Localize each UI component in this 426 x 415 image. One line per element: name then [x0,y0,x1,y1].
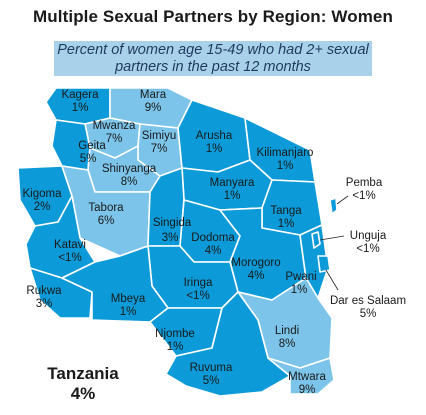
label-iringa-name: Iringa [184,277,213,289]
label-kilimanjaro-name: Kilimanjaro [257,147,314,159]
label-mbeya-name: Mbeya [111,293,146,305]
label-unguja-value: <1% [356,243,379,255]
label-iringa-value: <1% [186,290,209,302]
label-morogoro-name: Morogoro [231,257,280,269]
label-njombe-name: Njombe [155,328,195,340]
label-pwani-name: Pwani [285,271,316,283]
country-name: Tanzania [47,364,119,383]
label-morogoro-value: 4% [248,270,265,282]
label-kagera-name: Kagera [61,89,99,101]
label-kilimanjaro-value: 1% [277,160,294,172]
label-arusha-value: 1% [206,143,223,155]
label-mwanza-value: 7% [106,133,123,145]
label-mara-name: Mara [140,89,167,101]
label-kigoma-value: 2% [34,201,51,213]
label-simiyu-value: 7% [151,143,168,155]
label-dodoma-value: 4% [205,245,222,257]
label-kigoma-name: Kigoma [23,188,63,200]
region-dar-es-salaam [317,255,331,273]
label-ruvuma-value: 5% [203,375,220,387]
unguja-leader-line [319,235,345,241]
label-mtwara-value: 9% [299,384,316,396]
label-geita-value: 5% [80,153,97,165]
label-singida-value: 3% [162,232,179,244]
label-mbeya-value: 1% [120,306,137,318]
label-kagera-value: 1% [72,102,89,114]
label-pemba-name: Pemba [346,177,383,189]
label-rukwa-value: 3% [36,298,53,310]
map-title: Multiple Sexual Partners by Region: Wome… [33,7,393,26]
label-lindi-value: 8% [279,338,296,350]
region-pwani [299,224,329,299]
label-shinyanga-name: Shinyanga [102,163,157,175]
label-arusha-name: Arusha [196,130,233,142]
label-katavi-name: Katavi [54,239,86,251]
subtitle-line-2: partners in the past 12 months [115,59,311,75]
label-njombe-value: 1% [167,341,184,353]
label-pwani-value: 1% [291,284,308,296]
label-dar-es-salaam-value: 5% [360,308,377,320]
region-pemba [329,197,338,215]
region-unguja [311,231,321,249]
label-tabora-value: 6% [98,215,115,227]
label-pemba-value: <1% [352,190,375,202]
subtitle-highlight [54,41,372,76]
label-dar-es-salaam-name: Dar es Salaam [330,295,406,307]
label-shinyanga-value: 8% [121,176,138,188]
national-summary: Tanzania 4% [28,364,138,404]
label-unguja-name: Unguja [350,230,387,242]
label-mwanza-name: Mwanza [93,120,136,132]
label-tabora-name: Tabora [88,202,124,214]
label-geita-name: Geita [78,140,106,152]
dar-leader-line [325,269,339,291]
label-singida-name: Singida [153,217,192,229]
label-mtwara-name: Mtwara [288,371,326,383]
country-value: 4% [70,384,96,403]
label-lindi-name: Lindi [275,325,299,337]
label-simiyu-name: Simiyu [142,130,177,142]
label-ruvuma-name: Ruvuma [190,362,233,374]
label-tanga-value: 1% [278,218,295,230]
label-katavi-value: <1% [58,252,81,264]
label-rukwa-name: Rukwa [26,285,62,297]
subtitle-line-1: Percent of women age 15-49 who had 2+ se… [57,42,369,58]
label-dodoma-name: Dodoma [191,232,235,244]
pemba-leader-line [336,195,349,205]
label-manyara-value: 1% [224,190,241,202]
label-mara-value: 9% [145,102,162,114]
label-tanga-name: Tanga [270,205,302,217]
region-mtwara [267,357,335,395]
label-manyara-name: Manyara [210,177,255,189]
